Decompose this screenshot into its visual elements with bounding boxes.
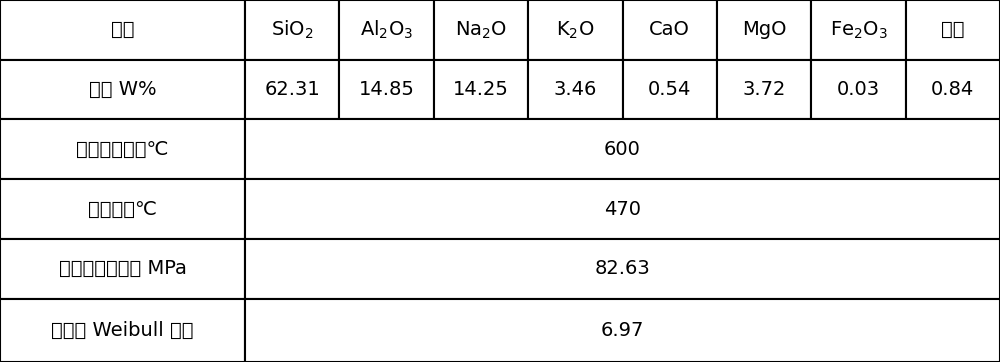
Bar — [245, 239, 1000, 299]
Text: 钔化温度℃: 钔化温度℃ — [88, 199, 157, 219]
Bar — [0, 119, 245, 179]
Text: 钔化前弯曲强度 MPa: 钔化前弯曲强度 MPa — [59, 259, 186, 278]
Bar — [434, 60, 528, 119]
Bar — [622, 60, 717, 119]
Bar — [528, 0, 622, 60]
Bar — [622, 0, 717, 60]
Text: 玻璃转变温度℃: 玻璃转变温度℃ — [76, 140, 169, 159]
Bar — [434, 0, 528, 60]
Text: 14.25: 14.25 — [453, 80, 509, 99]
Bar — [528, 60, 622, 119]
Bar — [245, 299, 1000, 362]
Bar — [0, 299, 245, 362]
Text: 其他: 其他 — [941, 20, 965, 39]
Text: Al$_2$O$_3$: Al$_2$O$_3$ — [360, 19, 413, 41]
Text: Na$_2$O: Na$_2$O — [455, 19, 507, 41]
Text: 6.97: 6.97 — [601, 321, 644, 340]
Text: 0.54: 0.54 — [648, 80, 691, 99]
Bar — [0, 0, 245, 60]
Bar — [245, 0, 339, 60]
Text: Fe$_2$O$_3$: Fe$_2$O$_3$ — [830, 19, 887, 41]
Text: 3.72: 3.72 — [742, 80, 786, 99]
Text: K$_2$O: K$_2$O — [556, 19, 595, 41]
Text: 600: 600 — [604, 140, 641, 159]
Bar — [339, 60, 434, 119]
Text: 470: 470 — [604, 199, 641, 219]
Bar — [0, 179, 245, 239]
Text: CaO: CaO — [649, 20, 690, 39]
Text: 钔化前 Weibull 模数: 钔化前 Weibull 模数 — [51, 321, 194, 340]
Text: 0.03: 0.03 — [837, 80, 880, 99]
Text: 0.84: 0.84 — [931, 80, 974, 99]
Text: MgO: MgO — [742, 20, 786, 39]
Bar — [906, 0, 1000, 60]
Bar — [245, 179, 1000, 239]
Bar — [245, 60, 339, 119]
Text: 62.31: 62.31 — [264, 80, 320, 99]
Text: 含量 W%: 含量 W% — [89, 80, 156, 99]
Bar — [906, 60, 1000, 119]
Bar — [811, 0, 906, 60]
Text: 14.85: 14.85 — [359, 80, 415, 99]
Text: SiO$_2$: SiO$_2$ — [271, 19, 313, 41]
Bar — [717, 60, 811, 119]
Bar — [339, 0, 434, 60]
Bar — [811, 60, 906, 119]
Bar — [717, 0, 811, 60]
Bar — [245, 119, 1000, 179]
Text: 成分: 成分 — [111, 20, 134, 39]
Text: 82.63: 82.63 — [595, 259, 650, 278]
Bar — [0, 239, 245, 299]
Text: 3.46: 3.46 — [554, 80, 597, 99]
Bar — [0, 60, 245, 119]
